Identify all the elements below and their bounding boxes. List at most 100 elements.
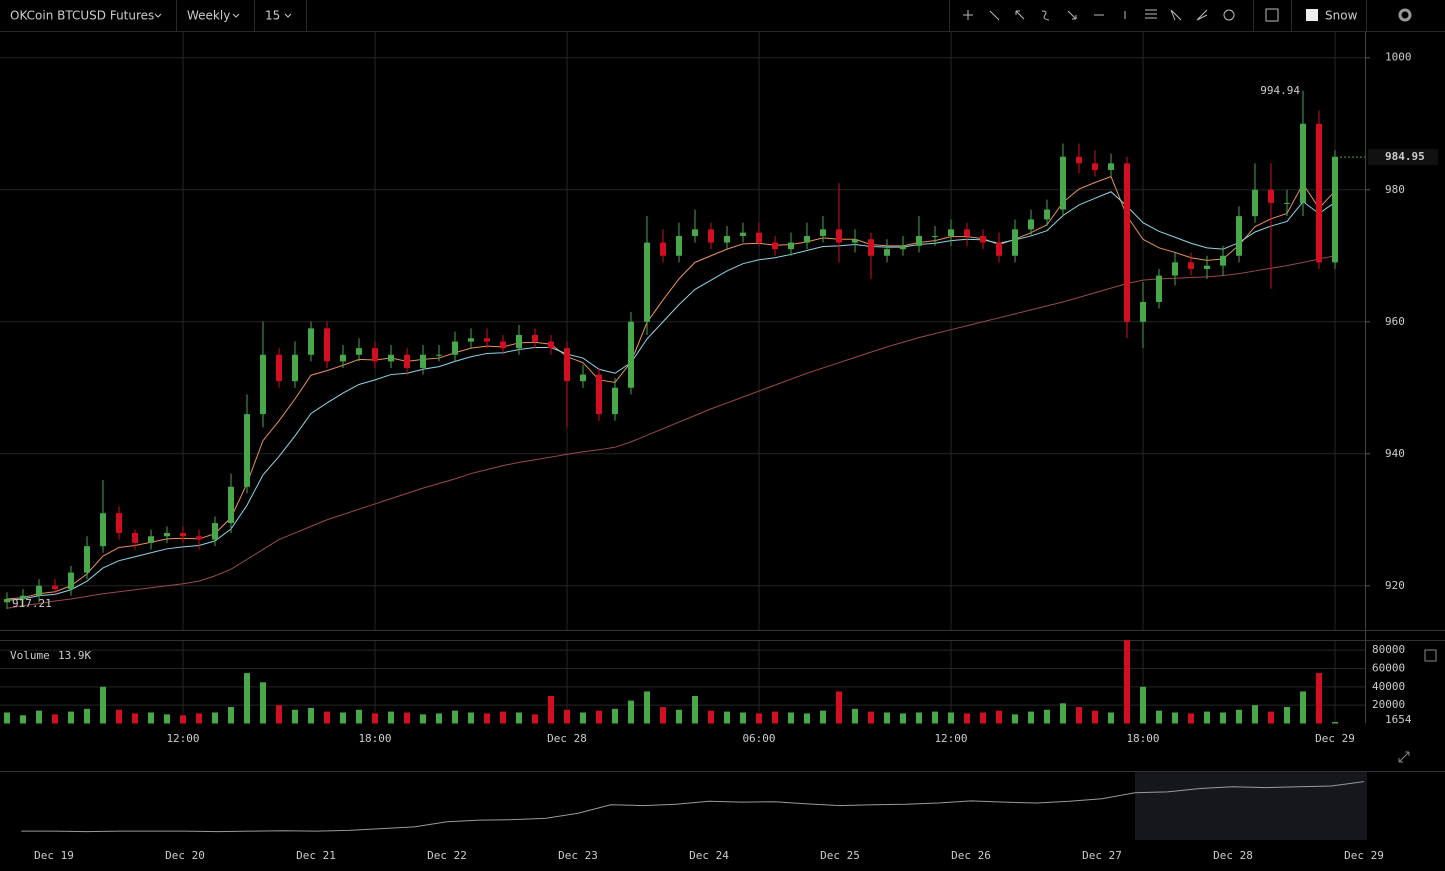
volume-bar bbox=[1316, 673, 1322, 724]
candle-body bbox=[724, 235, 730, 243]
y-tick-label: 20000 bbox=[1372, 698, 1405, 711]
navigator-label: Dec 29 bbox=[1344, 849, 1384, 862]
indicator-line bbox=[6, 255, 1336, 609]
volume-bar bbox=[724, 711, 730, 724]
volume-bar bbox=[1156, 710, 1162, 724]
last-price-box bbox=[1368, 149, 1438, 166]
candle-body bbox=[1300, 123, 1306, 203]
navigator-label: Dec 23 bbox=[558, 849, 598, 862]
candle-body bbox=[484, 338, 490, 342]
volume-bar bbox=[644, 691, 650, 724]
candle-body bbox=[1172, 262, 1178, 276]
candle-body bbox=[1060, 156, 1066, 210]
candle-body bbox=[148, 536, 154, 543]
interval-selector[interactable]: 15 bbox=[265, 9, 280, 23]
volume-bar bbox=[660, 707, 666, 724]
volume-bar bbox=[692, 696, 698, 724]
navigator-label: Dec 28 bbox=[1213, 849, 1253, 862]
volume-bar bbox=[324, 711, 330, 724]
volume-bar bbox=[1284, 707, 1290, 724]
volume-bar bbox=[548, 696, 554, 724]
volume-bar bbox=[1124, 640, 1130, 724]
volume-bar bbox=[52, 714, 58, 724]
candle-body bbox=[1332, 156, 1338, 263]
candle-body bbox=[308, 328, 314, 355]
volume-bar bbox=[1012, 714, 1018, 724]
volume-bar bbox=[420, 714, 426, 724]
expand-button[interactable] bbox=[1398, 751, 1410, 763]
candle-body bbox=[1252, 189, 1258, 217]
candle-body bbox=[820, 229, 826, 236]
x-tick-label: 18:00 bbox=[1126, 732, 1159, 745]
toolbar: OKCoin BTCUSD Futures Weekly 15 Snow bbox=[0, 0, 1445, 32]
volume-bar bbox=[596, 710, 602, 724]
theme-checkbox[interactable] bbox=[1306, 9, 1318, 21]
drawing-tools[interactable] bbox=[963, 9, 1235, 21]
volume-bar bbox=[292, 709, 298, 724]
symbol-selector[interactable]: OKCoin BTCUSD Futures bbox=[10, 9, 154, 23]
x-tick-label: Dec 28 bbox=[547, 732, 587, 745]
candle-body bbox=[372, 348, 378, 362]
volume-bar bbox=[196, 713, 202, 724]
volume-bar bbox=[948, 712, 954, 724]
navigator-window[interactable] bbox=[1135, 772, 1367, 840]
volume-bar bbox=[804, 713, 810, 724]
volume-bar bbox=[1188, 713, 1194, 724]
navigator-label: Dec 25 bbox=[820, 849, 860, 862]
volume-bar bbox=[116, 709, 122, 724]
candle-body bbox=[596, 374, 602, 415]
candle-body bbox=[660, 242, 666, 256]
candle-body bbox=[1092, 163, 1098, 170]
candle-body bbox=[20, 595, 26, 599]
last-price-label: 984.95 bbox=[1385, 150, 1425, 163]
volume-bar bbox=[436, 713, 442, 724]
volume-bar bbox=[1044, 709, 1050, 724]
candle-body bbox=[676, 235, 682, 256]
candle-body bbox=[884, 249, 890, 256]
candle-body bbox=[692, 229, 698, 236]
volume-bar bbox=[1220, 712, 1226, 724]
volume-bar bbox=[772, 711, 778, 724]
x-tick-label: 12:00 bbox=[934, 732, 967, 745]
candle-body bbox=[52, 585, 58, 590]
candle-body bbox=[132, 532, 138, 543]
candle-body bbox=[276, 354, 282, 382]
settings-button[interactable] bbox=[1398, 8, 1412, 22]
candle-body bbox=[4, 598, 10, 603]
volume-bar bbox=[452, 710, 458, 724]
candle-body bbox=[772, 242, 778, 250]
volume-bar bbox=[964, 713, 970, 724]
candle-body bbox=[1044, 209, 1050, 220]
y-tick-label: 40000 bbox=[1372, 680, 1405, 693]
candle-body bbox=[948, 229, 954, 236]
volume-bar bbox=[180, 715, 186, 724]
candle-body bbox=[916, 235, 922, 246]
candle-body bbox=[356, 348, 362, 355]
volume-bar bbox=[244, 673, 250, 724]
indicators-button[interactable] bbox=[1265, 8, 1279, 22]
candle-body bbox=[1284, 202, 1290, 204]
navigator-label: Dec 27 bbox=[1082, 849, 1122, 862]
volume-bar bbox=[916, 712, 922, 724]
volume-bar bbox=[212, 712, 218, 724]
volume-bar bbox=[1172, 712, 1178, 724]
period-selector[interactable]: Weekly bbox=[187, 9, 230, 23]
close-volume[interactable] bbox=[1424, 649, 1437, 662]
high-annotation: 994.94 bbox=[1260, 84, 1300, 97]
navigator-label: Dec 19 bbox=[34, 849, 74, 862]
candle-body bbox=[708, 229, 714, 243]
volume-bar bbox=[1140, 686, 1146, 724]
volume-bar bbox=[1268, 711, 1274, 724]
candle-body bbox=[628, 321, 634, 388]
candle-body bbox=[532, 334, 538, 342]
navigator-line bbox=[21, 781, 1365, 833]
volume-bar bbox=[676, 709, 682, 724]
y-tick-label: 60000 bbox=[1372, 662, 1405, 675]
x-tick-label: 18:00 bbox=[358, 732, 391, 745]
volume-bar bbox=[868, 711, 874, 724]
candle-body bbox=[116, 513, 122, 533]
volume-bar bbox=[340, 712, 346, 724]
y-tick-label: 920 bbox=[1385, 579, 1405, 592]
last-volume-label: 1654 bbox=[1385, 713, 1412, 726]
volume-bar bbox=[372, 713, 378, 724]
